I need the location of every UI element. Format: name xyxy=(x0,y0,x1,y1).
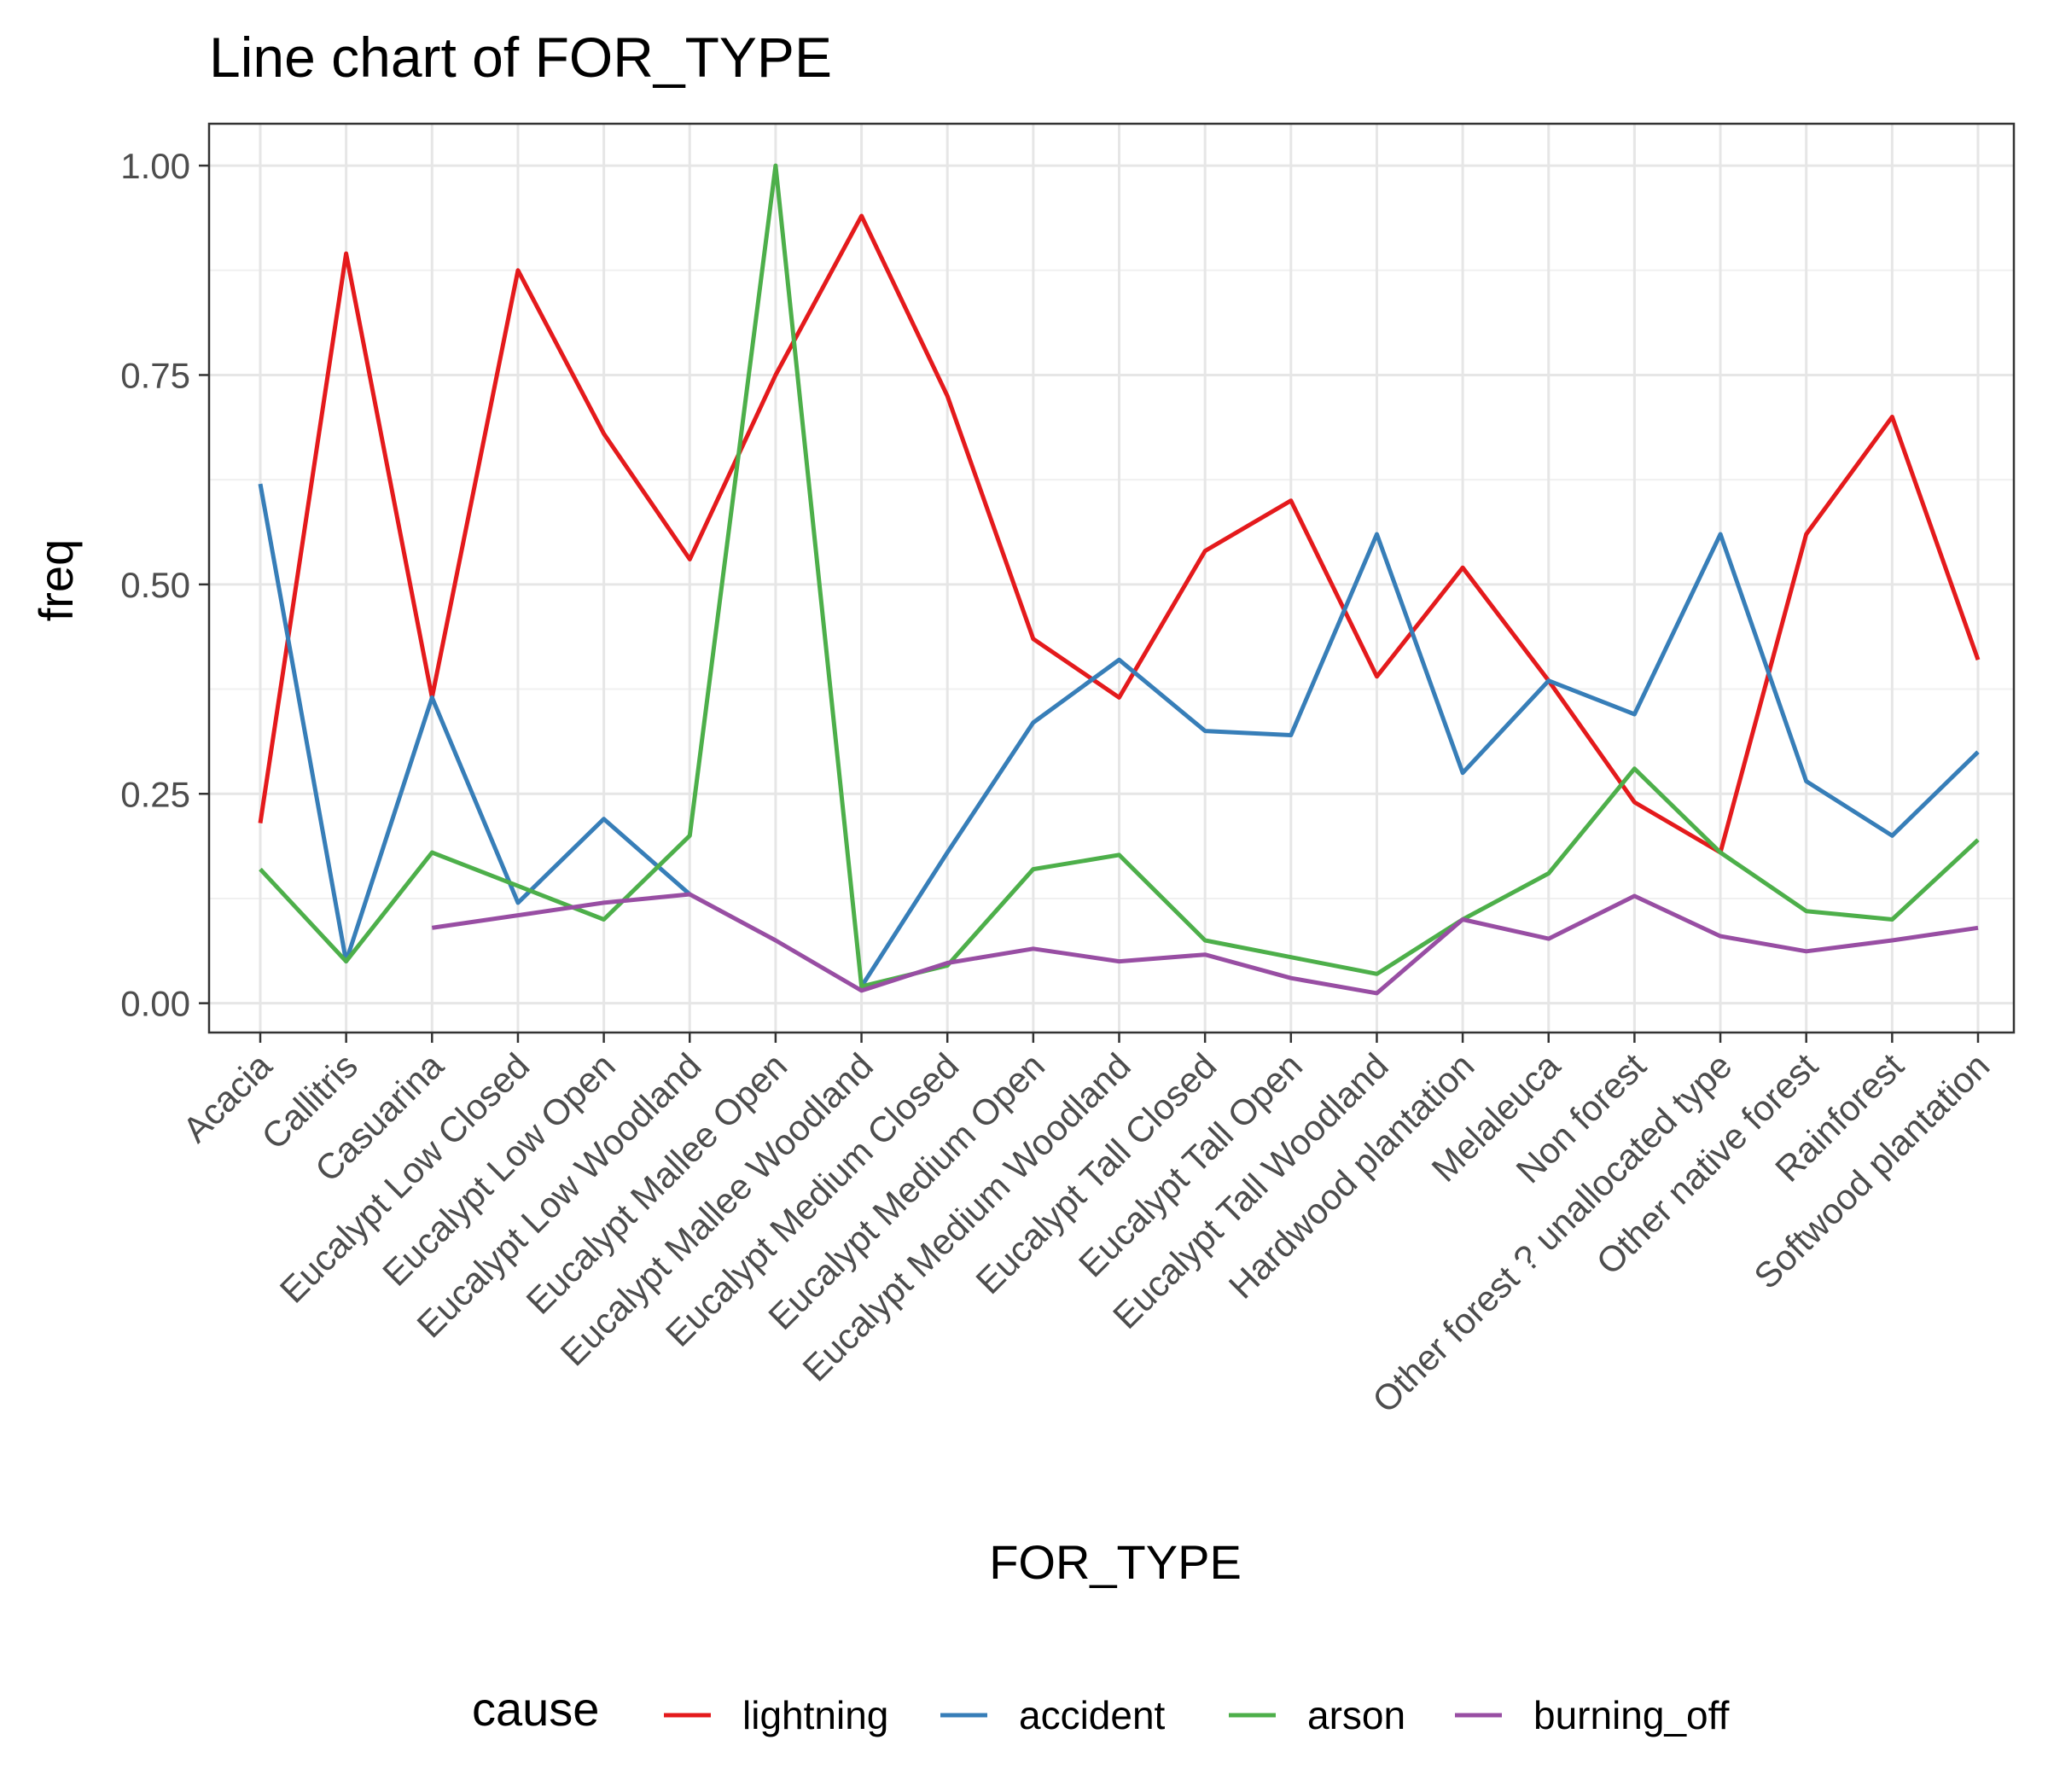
y-axis-title: freq xyxy=(29,539,83,622)
grid xyxy=(209,124,2014,1033)
legend: cause lightning accident arson burning_off xyxy=(472,1682,1730,1737)
y-tick-label: 0.50 xyxy=(120,565,190,605)
y-tick-label: 0.00 xyxy=(120,984,190,1024)
legend-title: cause xyxy=(472,1682,599,1736)
legend-label-burning_off: burning_off xyxy=(1533,1693,1730,1737)
chart-title: Line chart of FOR_TYPE xyxy=(209,26,832,89)
plot-background xyxy=(209,124,2014,1033)
series-line-accident xyxy=(258,483,1980,988)
legend-label-arson: arson xyxy=(1307,1693,1405,1737)
legend-label-lightning: lightning xyxy=(742,1693,888,1737)
series-line-lightning xyxy=(258,213,1981,855)
plot-panel xyxy=(207,122,2016,1034)
y-tick-label: 0.75 xyxy=(120,355,190,395)
series-line-arson xyxy=(259,163,1980,989)
y-axis: 0.00 0.25 0.50 0.75 1.00 xyxy=(120,146,209,1024)
y-tick-label: 0.25 xyxy=(120,774,190,814)
series-line-burning_off xyxy=(431,892,1979,996)
series-lines xyxy=(258,163,1981,996)
x-axis-title: FOR_TYPE xyxy=(989,1535,1242,1589)
legend-label-accident: accident xyxy=(1019,1693,1166,1737)
y-tick-label: 1.00 xyxy=(120,146,190,186)
